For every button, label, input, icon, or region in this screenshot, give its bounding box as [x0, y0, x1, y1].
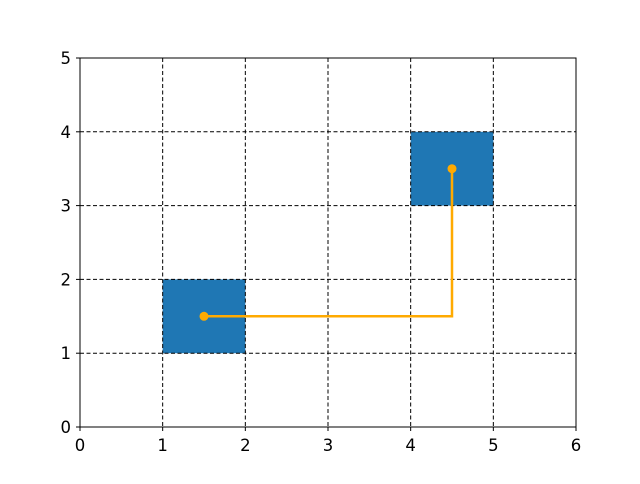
y-tick-label: 1 — [61, 344, 72, 363]
path-marker — [199, 311, 209, 321]
path-line — [204, 168, 454, 318]
x-tick-label: 6 — [571, 436, 582, 455]
path-marker — [447, 164, 457, 174]
y-tick-label: 0 — [61, 418, 72, 437]
x-tick-label: 1 — [157, 436, 168, 455]
y-tick-label: 4 — [61, 123, 72, 142]
x-tick-label: 0 — [75, 436, 86, 455]
ticks-layer: 0 1 2 3 4 5 6 0 1 2 3 4 5 — [61, 49, 582, 455]
x-tick-label: 2 — [240, 436, 251, 455]
x-tick-label: 4 — [405, 436, 416, 455]
x-tick-label: 5 — [488, 436, 499, 455]
path-layer — [199, 164, 457, 321]
y-tick-label: 2 — [61, 270, 72, 289]
grid-layer — [79, 57, 577, 428]
y-tick-label: 3 — [61, 197, 72, 216]
x-tick-label: 3 — [323, 436, 334, 455]
y-tick-label: 5 — [61, 49, 72, 68]
